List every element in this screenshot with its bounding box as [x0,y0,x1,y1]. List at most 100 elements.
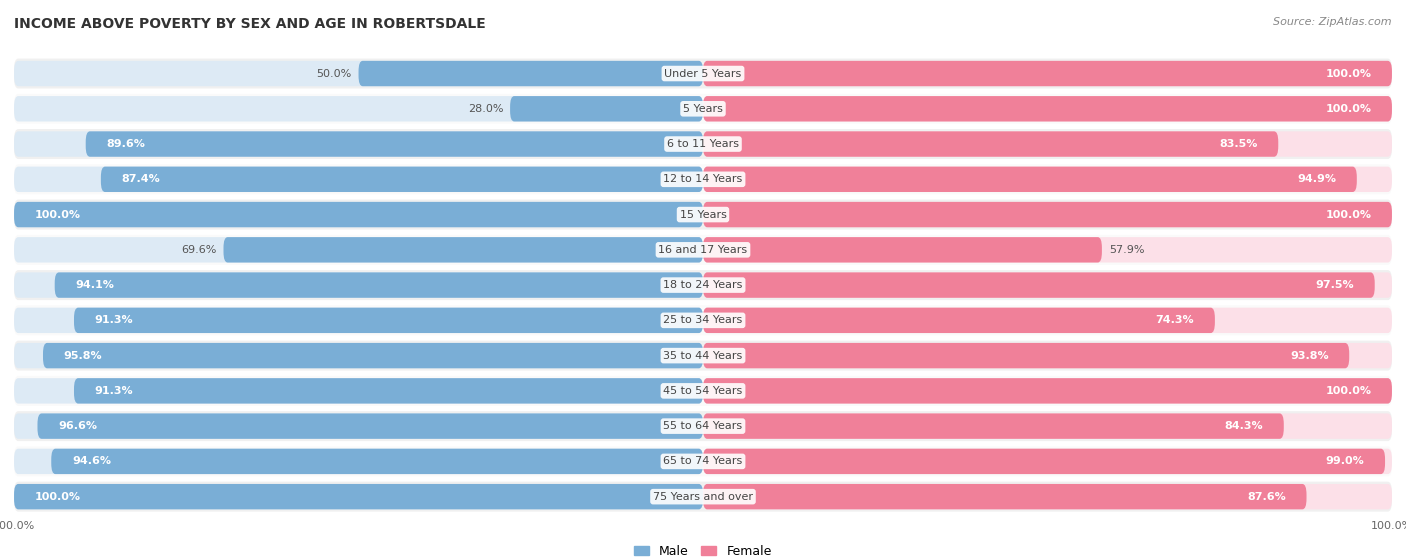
Text: 87.4%: 87.4% [121,174,160,184]
FancyBboxPatch shape [14,484,703,509]
Text: 94.9%: 94.9% [1298,174,1336,184]
Text: 96.6%: 96.6% [58,421,97,431]
FancyBboxPatch shape [703,343,1392,368]
FancyBboxPatch shape [14,61,703,86]
FancyBboxPatch shape [44,343,703,368]
FancyBboxPatch shape [14,96,703,121]
FancyBboxPatch shape [703,96,1392,121]
FancyBboxPatch shape [14,131,703,157]
Text: 74.3%: 74.3% [1156,315,1194,325]
FancyBboxPatch shape [703,131,1392,157]
Text: 100.0%: 100.0% [1326,104,1371,114]
FancyBboxPatch shape [224,237,703,263]
FancyBboxPatch shape [703,414,1392,439]
FancyBboxPatch shape [14,411,1392,441]
Text: 91.3%: 91.3% [94,315,134,325]
FancyBboxPatch shape [703,272,1375,298]
FancyBboxPatch shape [703,378,1392,404]
FancyBboxPatch shape [14,484,703,509]
FancyBboxPatch shape [510,96,703,121]
FancyBboxPatch shape [703,307,1392,333]
Text: 57.9%: 57.9% [1109,245,1144,255]
Text: 100.0%: 100.0% [1326,386,1371,396]
FancyBboxPatch shape [14,94,1392,124]
FancyBboxPatch shape [703,449,1385,474]
FancyBboxPatch shape [703,167,1392,192]
FancyBboxPatch shape [703,202,1392,228]
FancyBboxPatch shape [14,202,703,228]
FancyBboxPatch shape [55,272,703,298]
Text: Source: ZipAtlas.com: Source: ZipAtlas.com [1274,17,1392,27]
Text: 5 Years: 5 Years [683,104,723,114]
Text: 100.0%: 100.0% [35,492,80,501]
Text: 6 to 11 Years: 6 to 11 Years [666,139,740,149]
Text: 89.6%: 89.6% [107,139,145,149]
FancyBboxPatch shape [703,272,1392,298]
FancyBboxPatch shape [703,484,1306,509]
Text: 55 to 64 Years: 55 to 64 Years [664,421,742,431]
Text: 35 to 44 Years: 35 to 44 Years [664,350,742,361]
FancyBboxPatch shape [14,235,1392,265]
FancyBboxPatch shape [14,482,1392,511]
Text: 25 to 34 Years: 25 to 34 Years [664,315,742,325]
Text: 95.8%: 95.8% [63,350,103,361]
Text: 16 and 17 Years: 16 and 17 Years [658,245,748,255]
FancyBboxPatch shape [14,167,703,192]
Text: 65 to 74 Years: 65 to 74 Years [664,456,742,466]
FancyBboxPatch shape [38,414,703,439]
Text: 15 Years: 15 Years [679,210,727,220]
Text: 100.0%: 100.0% [1326,210,1371,220]
Text: 45 to 54 Years: 45 to 54 Years [664,386,742,396]
FancyBboxPatch shape [359,61,703,86]
Text: 97.5%: 97.5% [1316,280,1354,290]
FancyBboxPatch shape [703,378,1392,404]
Text: 94.6%: 94.6% [72,456,111,466]
FancyBboxPatch shape [703,96,1392,121]
FancyBboxPatch shape [703,237,1392,263]
FancyBboxPatch shape [14,237,703,263]
FancyBboxPatch shape [14,59,1392,88]
FancyBboxPatch shape [14,307,703,333]
FancyBboxPatch shape [14,305,1392,335]
Text: 28.0%: 28.0% [468,104,503,114]
FancyBboxPatch shape [703,414,1284,439]
Text: 91.3%: 91.3% [94,386,134,396]
Text: 50.0%: 50.0% [316,69,352,78]
FancyBboxPatch shape [14,378,703,404]
FancyBboxPatch shape [75,307,703,333]
FancyBboxPatch shape [703,343,1350,368]
FancyBboxPatch shape [703,237,1102,263]
Text: 18 to 24 Years: 18 to 24 Years [664,280,742,290]
Text: 93.8%: 93.8% [1289,350,1329,361]
FancyBboxPatch shape [703,61,1392,86]
Text: 100.0%: 100.0% [35,210,80,220]
FancyBboxPatch shape [86,131,703,157]
FancyBboxPatch shape [14,376,1392,406]
Text: 87.6%: 87.6% [1247,492,1286,501]
FancyBboxPatch shape [703,202,1392,228]
FancyBboxPatch shape [14,164,1392,195]
Text: 69.6%: 69.6% [181,245,217,255]
Text: INCOME ABOVE POVERTY BY SEX AND AGE IN ROBERTSDALE: INCOME ABOVE POVERTY BY SEX AND AGE IN R… [14,17,486,31]
Text: 12 to 14 Years: 12 to 14 Years [664,174,742,184]
Text: 94.1%: 94.1% [76,280,114,290]
FancyBboxPatch shape [51,449,703,474]
FancyBboxPatch shape [14,272,703,298]
FancyBboxPatch shape [703,131,1278,157]
FancyBboxPatch shape [703,449,1392,474]
FancyBboxPatch shape [703,484,1392,509]
FancyBboxPatch shape [703,307,1215,333]
FancyBboxPatch shape [14,449,703,474]
Text: 100.0%: 100.0% [1326,69,1371,78]
FancyBboxPatch shape [14,343,703,368]
Text: 75 Years and over: 75 Years and over [652,492,754,501]
FancyBboxPatch shape [14,447,1392,476]
FancyBboxPatch shape [14,200,1392,230]
Legend: Male, Female: Male, Female [630,540,776,559]
Text: 99.0%: 99.0% [1326,456,1364,466]
FancyBboxPatch shape [75,378,703,404]
FancyBboxPatch shape [703,167,1357,192]
FancyBboxPatch shape [14,270,1392,300]
FancyBboxPatch shape [14,202,703,228]
FancyBboxPatch shape [703,61,1392,86]
